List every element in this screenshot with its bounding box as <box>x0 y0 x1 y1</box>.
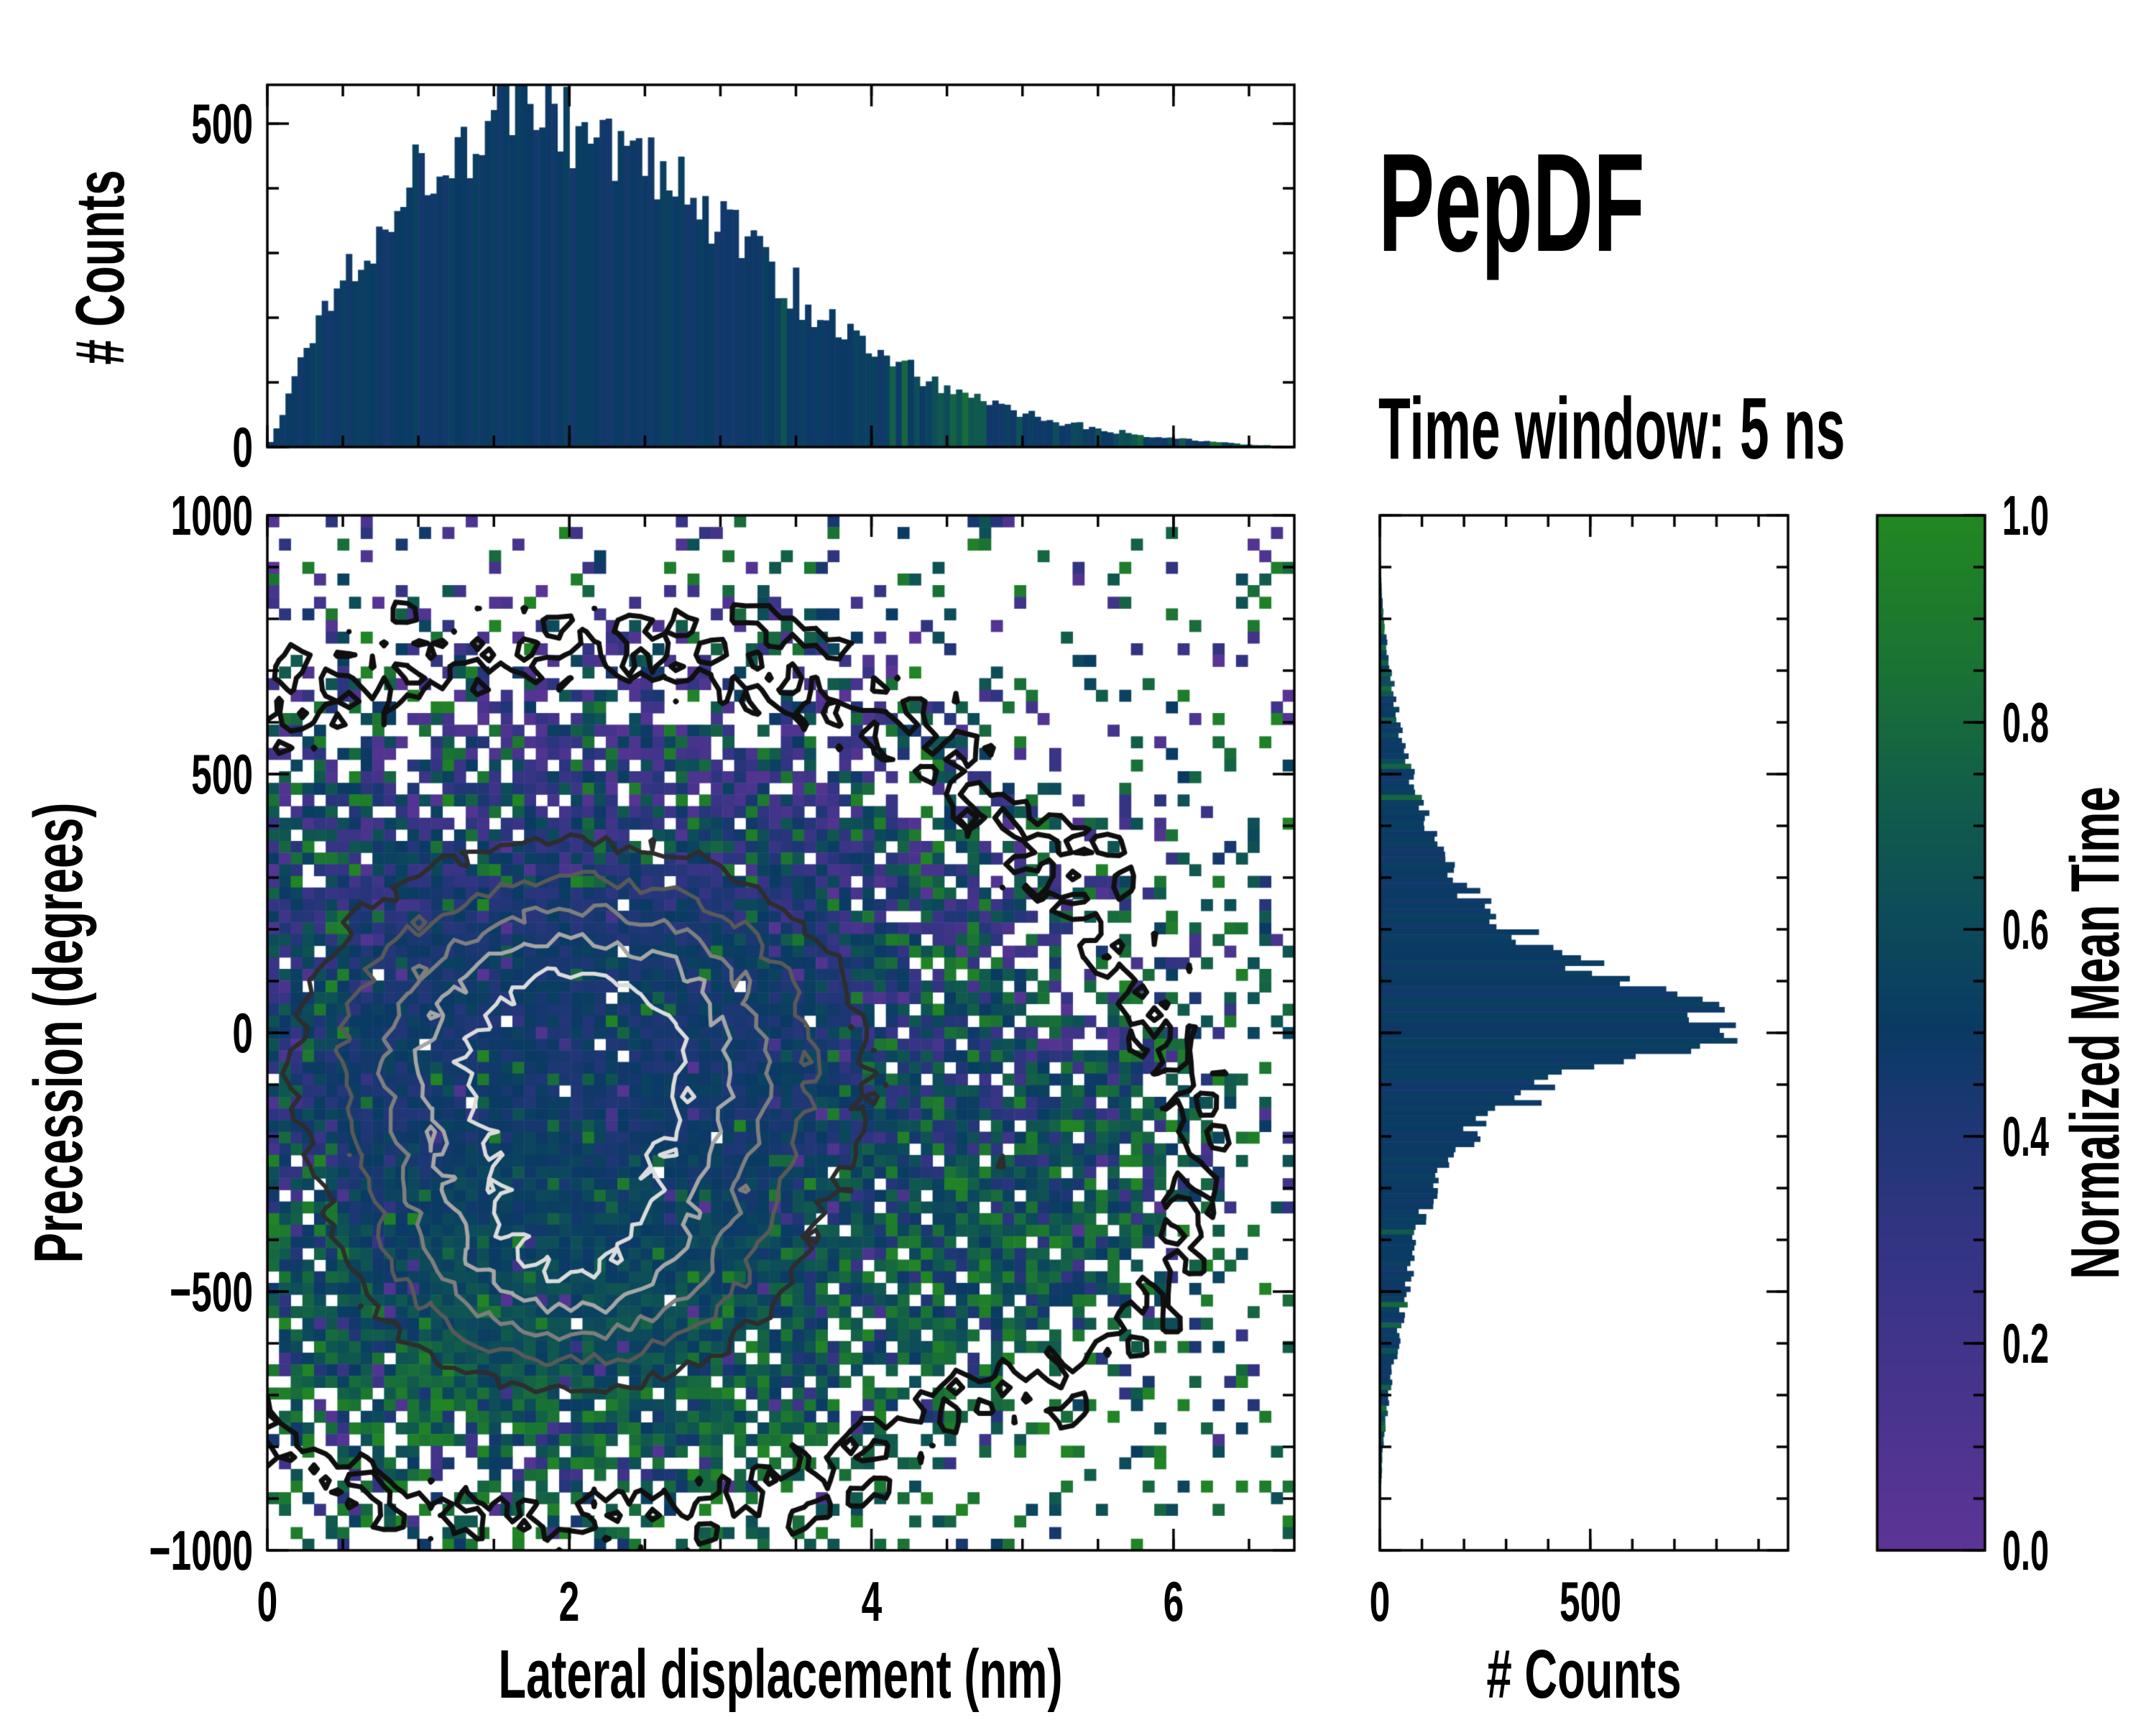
colorbar-tick-0.4: 0.4 <box>2002 1105 2050 1168</box>
main-ytick-0: 0 <box>232 1001 253 1064</box>
colorbar-tick-0.2: 0.2 <box>2002 1312 2050 1375</box>
right-hist-xtick-500: 500 <box>1559 1570 1621 1633</box>
figure-title: PepDF <box>1378 124 1645 281</box>
right-hist-xtick-0: 0 <box>1369 1570 1391 1633</box>
main-xlabel: Lateral displacement (nm) <box>498 1636 1063 1713</box>
main-ytick--500: −500 <box>170 1260 253 1323</box>
top-hist-ytick-0: 0 <box>232 415 253 479</box>
figure-subtitle: Time window: 5 ns <box>1378 380 1846 477</box>
colorbar-tick-1.0: 1.0 <box>2002 484 2050 547</box>
colorbar-tick-0.0: 0.0 <box>2002 1519 2050 1582</box>
main-xtick-2: 2 <box>558 1570 580 1633</box>
main-ytick-500: 500 <box>191 742 253 806</box>
main-ylabel: Precession (degrees) <box>20 802 97 1264</box>
colorbar-tick-0.8: 0.8 <box>2002 691 2050 754</box>
main-xtick-4: 4 <box>861 1570 882 1633</box>
top-hist-ytick-500: 500 <box>191 92 253 155</box>
colorbar-tick-0.6: 0.6 <box>2002 898 2050 961</box>
main-ytick--1000: −1000 <box>149 1519 253 1582</box>
main-xtick-6: 6 <box>1163 1570 1184 1633</box>
main-xtick-0: 0 <box>257 1570 278 1633</box>
main-ytick-1000: 1000 <box>170 484 253 547</box>
top-hist-ylabel: # Counts <box>62 170 139 365</box>
colorbar-label: Normalized Mean Time <box>2057 786 2134 1279</box>
right-hist-xlabel: # Counts <box>1486 1636 1682 1713</box>
